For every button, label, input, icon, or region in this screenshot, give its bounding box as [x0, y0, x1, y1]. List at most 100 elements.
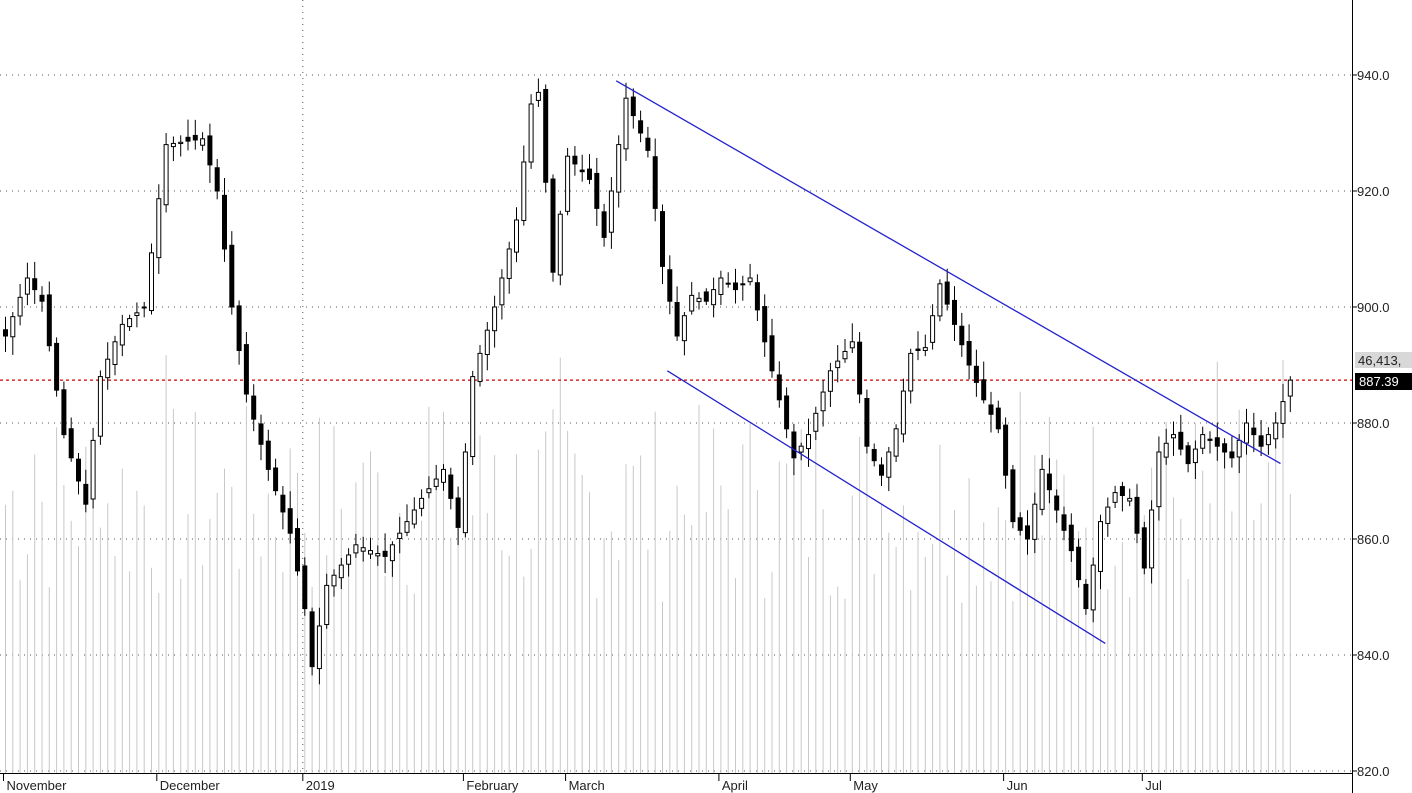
candle-down — [236, 305, 242, 351]
candle-up — [389, 544, 395, 562]
candle-down — [587, 168, 592, 180]
candle-up — [820, 391, 826, 412]
candle-down — [667, 269, 673, 302]
y-tick-label: 900.0 — [1357, 300, 1390, 315]
candle-down — [192, 134, 198, 141]
candle-down — [952, 299, 957, 325]
candle-down — [280, 494, 286, 513]
candle-up — [90, 439, 96, 500]
candle-down — [46, 294, 52, 347]
candle-down — [258, 423, 264, 445]
candle-down — [857, 341, 863, 395]
candle-down — [652, 156, 658, 209]
candle-down — [455, 497, 461, 528]
candle-down — [1025, 525, 1030, 540]
x-tick-label: December — [160, 778, 221, 793]
candle-up — [411, 509, 417, 525]
candle-up — [886, 451, 892, 478]
candle-up — [368, 550, 373, 555]
candle-down — [1003, 424, 1009, 476]
candle-down — [1222, 443, 1228, 453]
candle-up — [514, 219, 519, 253]
candle-down — [448, 474, 454, 499]
x-tick-label: April — [722, 778, 748, 793]
candle-up — [813, 412, 819, 432]
candle-down — [1134, 496, 1140, 534]
candle-down — [287, 508, 293, 534]
candle-up — [608, 190, 614, 233]
candle-up — [17, 296, 23, 317]
candle-up — [908, 352, 914, 392]
candle-down — [1258, 435, 1264, 447]
volume-tag-text: 46,413, — [1358, 353, 1401, 368]
x-tick-label: Jul — [1145, 778, 1162, 793]
candle-up — [499, 277, 505, 306]
price-tags: 46,413, 887.39 — [1355, 352, 1412, 390]
candle-up — [134, 312, 140, 317]
candlesticks — [3, 78, 1293, 685]
x-tick-label: May — [853, 778, 878, 793]
candle-down — [981, 379, 987, 401]
candle-up — [681, 315, 687, 342]
candle-down — [32, 278, 38, 291]
candle-up — [119, 323, 125, 346]
volume-bars — [5, 355, 1291, 773]
candle-down — [791, 431, 797, 459]
candle-up — [798, 445, 804, 453]
candle-down — [594, 172, 600, 209]
candle-up — [1273, 422, 1279, 440]
y-tick-label: 840.0 — [1357, 648, 1390, 663]
candle-up — [200, 138, 206, 146]
candle-up — [718, 277, 724, 295]
candle-up — [922, 347, 928, 351]
candle-up — [1098, 521, 1103, 572]
candle-down — [784, 395, 790, 430]
candle-down — [754, 282, 760, 311]
candle-down — [1054, 495, 1060, 511]
candle-down — [966, 340, 972, 366]
x-axis: November December 2019 February March April Ma… — [3, 773, 1162, 793]
candle-up — [689, 294, 695, 312]
candle-down — [944, 281, 950, 305]
candle-up — [1149, 509, 1155, 569]
candle-up — [930, 315, 936, 343]
last-price-tag-text: 887.39 — [1359, 374, 1399, 389]
candle-down — [382, 550, 388, 557]
candle-down — [601, 211, 607, 238]
candle-down — [302, 565, 308, 610]
candle-down — [185, 136, 191, 142]
candle-up — [360, 547, 366, 552]
candle-down — [61, 389, 67, 436]
candle-up — [1171, 434, 1176, 439]
candle-up — [1156, 451, 1162, 508]
candle-up — [827, 370, 833, 392]
candle-down — [1068, 524, 1074, 552]
y-tick-label: 860.0 — [1357, 532, 1390, 547]
candle-down — [1119, 486, 1125, 496]
candle-up — [1244, 422, 1249, 444]
candle-down — [251, 395, 257, 420]
candle-down — [1061, 514, 1067, 531]
trendline-channel-upper — [615, 80, 1281, 465]
candle-up — [616, 144, 622, 193]
candle-down — [550, 178, 556, 273]
candle-up — [163, 144, 169, 206]
candle-up — [696, 297, 702, 303]
candle-up — [170, 142, 176, 148]
candle-down — [76, 458, 81, 482]
candle-down — [579, 169, 585, 173]
candle-up — [937, 283, 943, 317]
candle-up — [557, 213, 563, 276]
candle-down — [871, 448, 877, 462]
candle-down — [988, 404, 994, 415]
candle-up — [404, 521, 410, 533]
candle-up — [1287, 379, 1293, 397]
candle-down — [207, 135, 213, 166]
candle-up — [1236, 439, 1242, 458]
candle-up — [1127, 497, 1133, 502]
candle-up — [1200, 434, 1206, 449]
candle-up — [178, 141, 184, 145]
candle-up — [470, 376, 476, 458]
candle-up — [535, 91, 541, 101]
